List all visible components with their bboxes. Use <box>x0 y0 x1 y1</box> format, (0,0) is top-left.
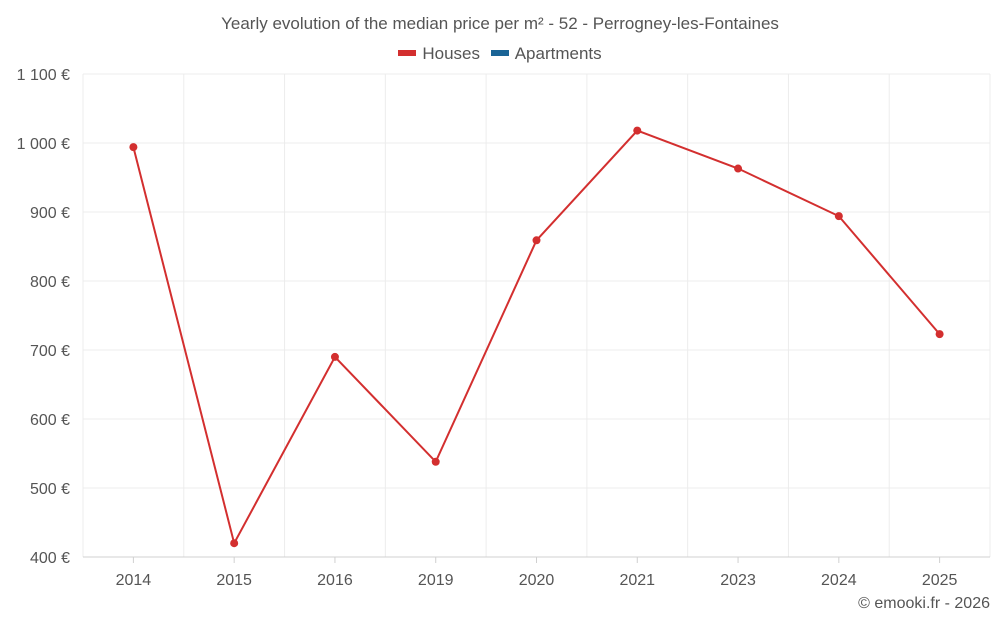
y-tick-label: 500 € <box>30 481 70 498</box>
y-tick-label: 400 € <box>30 550 70 567</box>
legend-swatch-apartments <box>490 49 509 56</box>
x-tick-label: 2024 <box>821 572 857 589</box>
data-point-houses <box>734 164 743 173</box>
legend-label-apartments: Apartments <box>514 44 602 63</box>
series <box>129 126 944 548</box>
credit-text: © emooki.fr - 2026 <box>858 595 990 612</box>
y-tick-label: 700 € <box>30 343 70 360</box>
data-point-houses <box>935 330 944 339</box>
data-point-houses <box>129 143 138 152</box>
x-tick-label: 2019 <box>418 572 454 589</box>
y-tick-label: 1 000 € <box>17 136 70 153</box>
legend-label-houses: Houses <box>422 44 480 63</box>
data-point-houses <box>230 539 239 548</box>
data-point-houses <box>532 236 541 245</box>
x-tick-label: 2023 <box>720 572 756 589</box>
y-tick-label: 800 € <box>30 274 70 291</box>
legend-item-houses[interactable]: Houses <box>398 44 480 64</box>
legend-swatch-houses <box>398 49 417 56</box>
data-point-houses <box>431 457 440 466</box>
x-tick-label: 2025 <box>922 572 958 589</box>
x-tick-label: 2020 <box>519 572 555 589</box>
data-point-houses <box>330 352 339 361</box>
y-tick-label: 1 100 € <box>17 67 70 84</box>
axes: 400 € 500 € 600 € 700 € 800 € 900 € 1 000 € 1 1… <box>17 67 990 589</box>
x-tick-label: 2014 <box>116 572 152 589</box>
legend: Houses Apartments <box>0 44 1000 64</box>
grid <box>82 73 991 557</box>
series-line-houses <box>132 129 941 546</box>
data-point-houses <box>633 126 642 135</box>
x-tick-label: 2016 <box>317 572 353 589</box>
x-tick-label: 2021 <box>619 572 655 589</box>
y-tick-label: 600 € <box>30 412 70 429</box>
x-tick-label: 2015 <box>216 572 252 589</box>
legend-item-apartments[interactable]: Apartments <box>490 44 602 64</box>
data-point-houses <box>834 212 843 221</box>
chart-title: Yearly evolution of the median price per… <box>221 14 779 33</box>
y-tick-label: 900 € <box>30 205 70 222</box>
